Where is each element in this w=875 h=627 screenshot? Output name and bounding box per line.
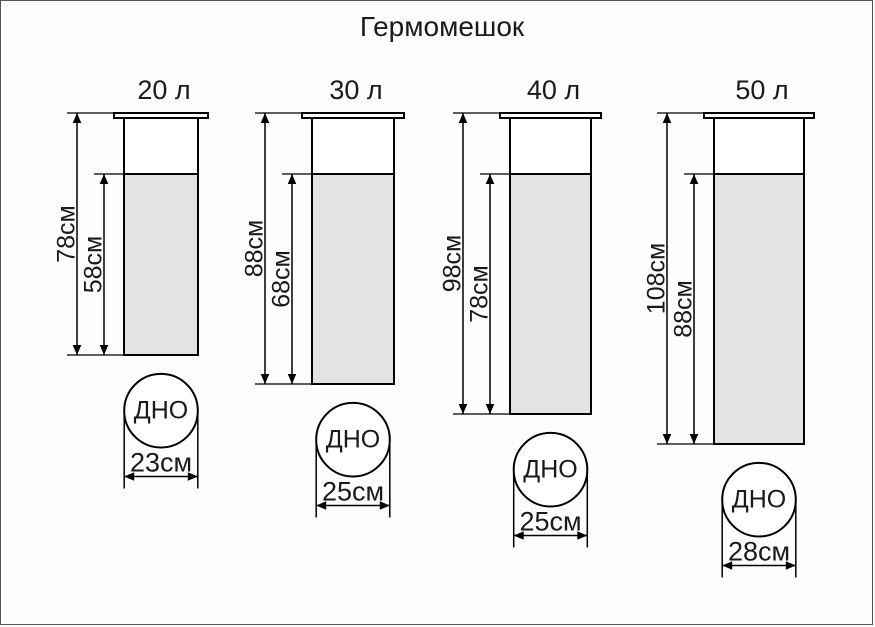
svg-text:ДНО: ДНО bbox=[134, 397, 188, 425]
svg-text:ДНО: ДНО bbox=[523, 456, 577, 484]
svg-text:30 л: 30 л bbox=[329, 75, 382, 105]
svg-text:23см: 23см bbox=[130, 448, 192, 478]
svg-text:ДНО: ДНО bbox=[732, 486, 786, 514]
svg-text:78см: 78см bbox=[53, 205, 81, 263]
svg-text:25см: 25см bbox=[519, 507, 581, 537]
svg-text:78см: 78см bbox=[466, 265, 494, 323]
svg-text:20 л: 20 л bbox=[137, 75, 190, 105]
svg-text:50 л: 50 л bbox=[735, 75, 788, 105]
svg-text:88см: 88см bbox=[670, 280, 698, 338]
svg-text:ДНО: ДНО bbox=[326, 426, 380, 454]
svg-text:68см: 68см bbox=[268, 250, 296, 308]
svg-text:98см: 98см bbox=[439, 235, 467, 293]
svg-text:40 л: 40 л bbox=[527, 75, 580, 105]
svg-text:108см: 108см bbox=[643, 243, 671, 314]
svg-text:88см: 88см bbox=[241, 220, 269, 278]
svg-text:28см: 28см bbox=[728, 537, 790, 567]
svg-text:58см: 58см bbox=[80, 236, 108, 294]
svg-text:Гермомешок: Гермомешок bbox=[360, 11, 525, 42]
svg-text:25см: 25см bbox=[322, 477, 384, 507]
